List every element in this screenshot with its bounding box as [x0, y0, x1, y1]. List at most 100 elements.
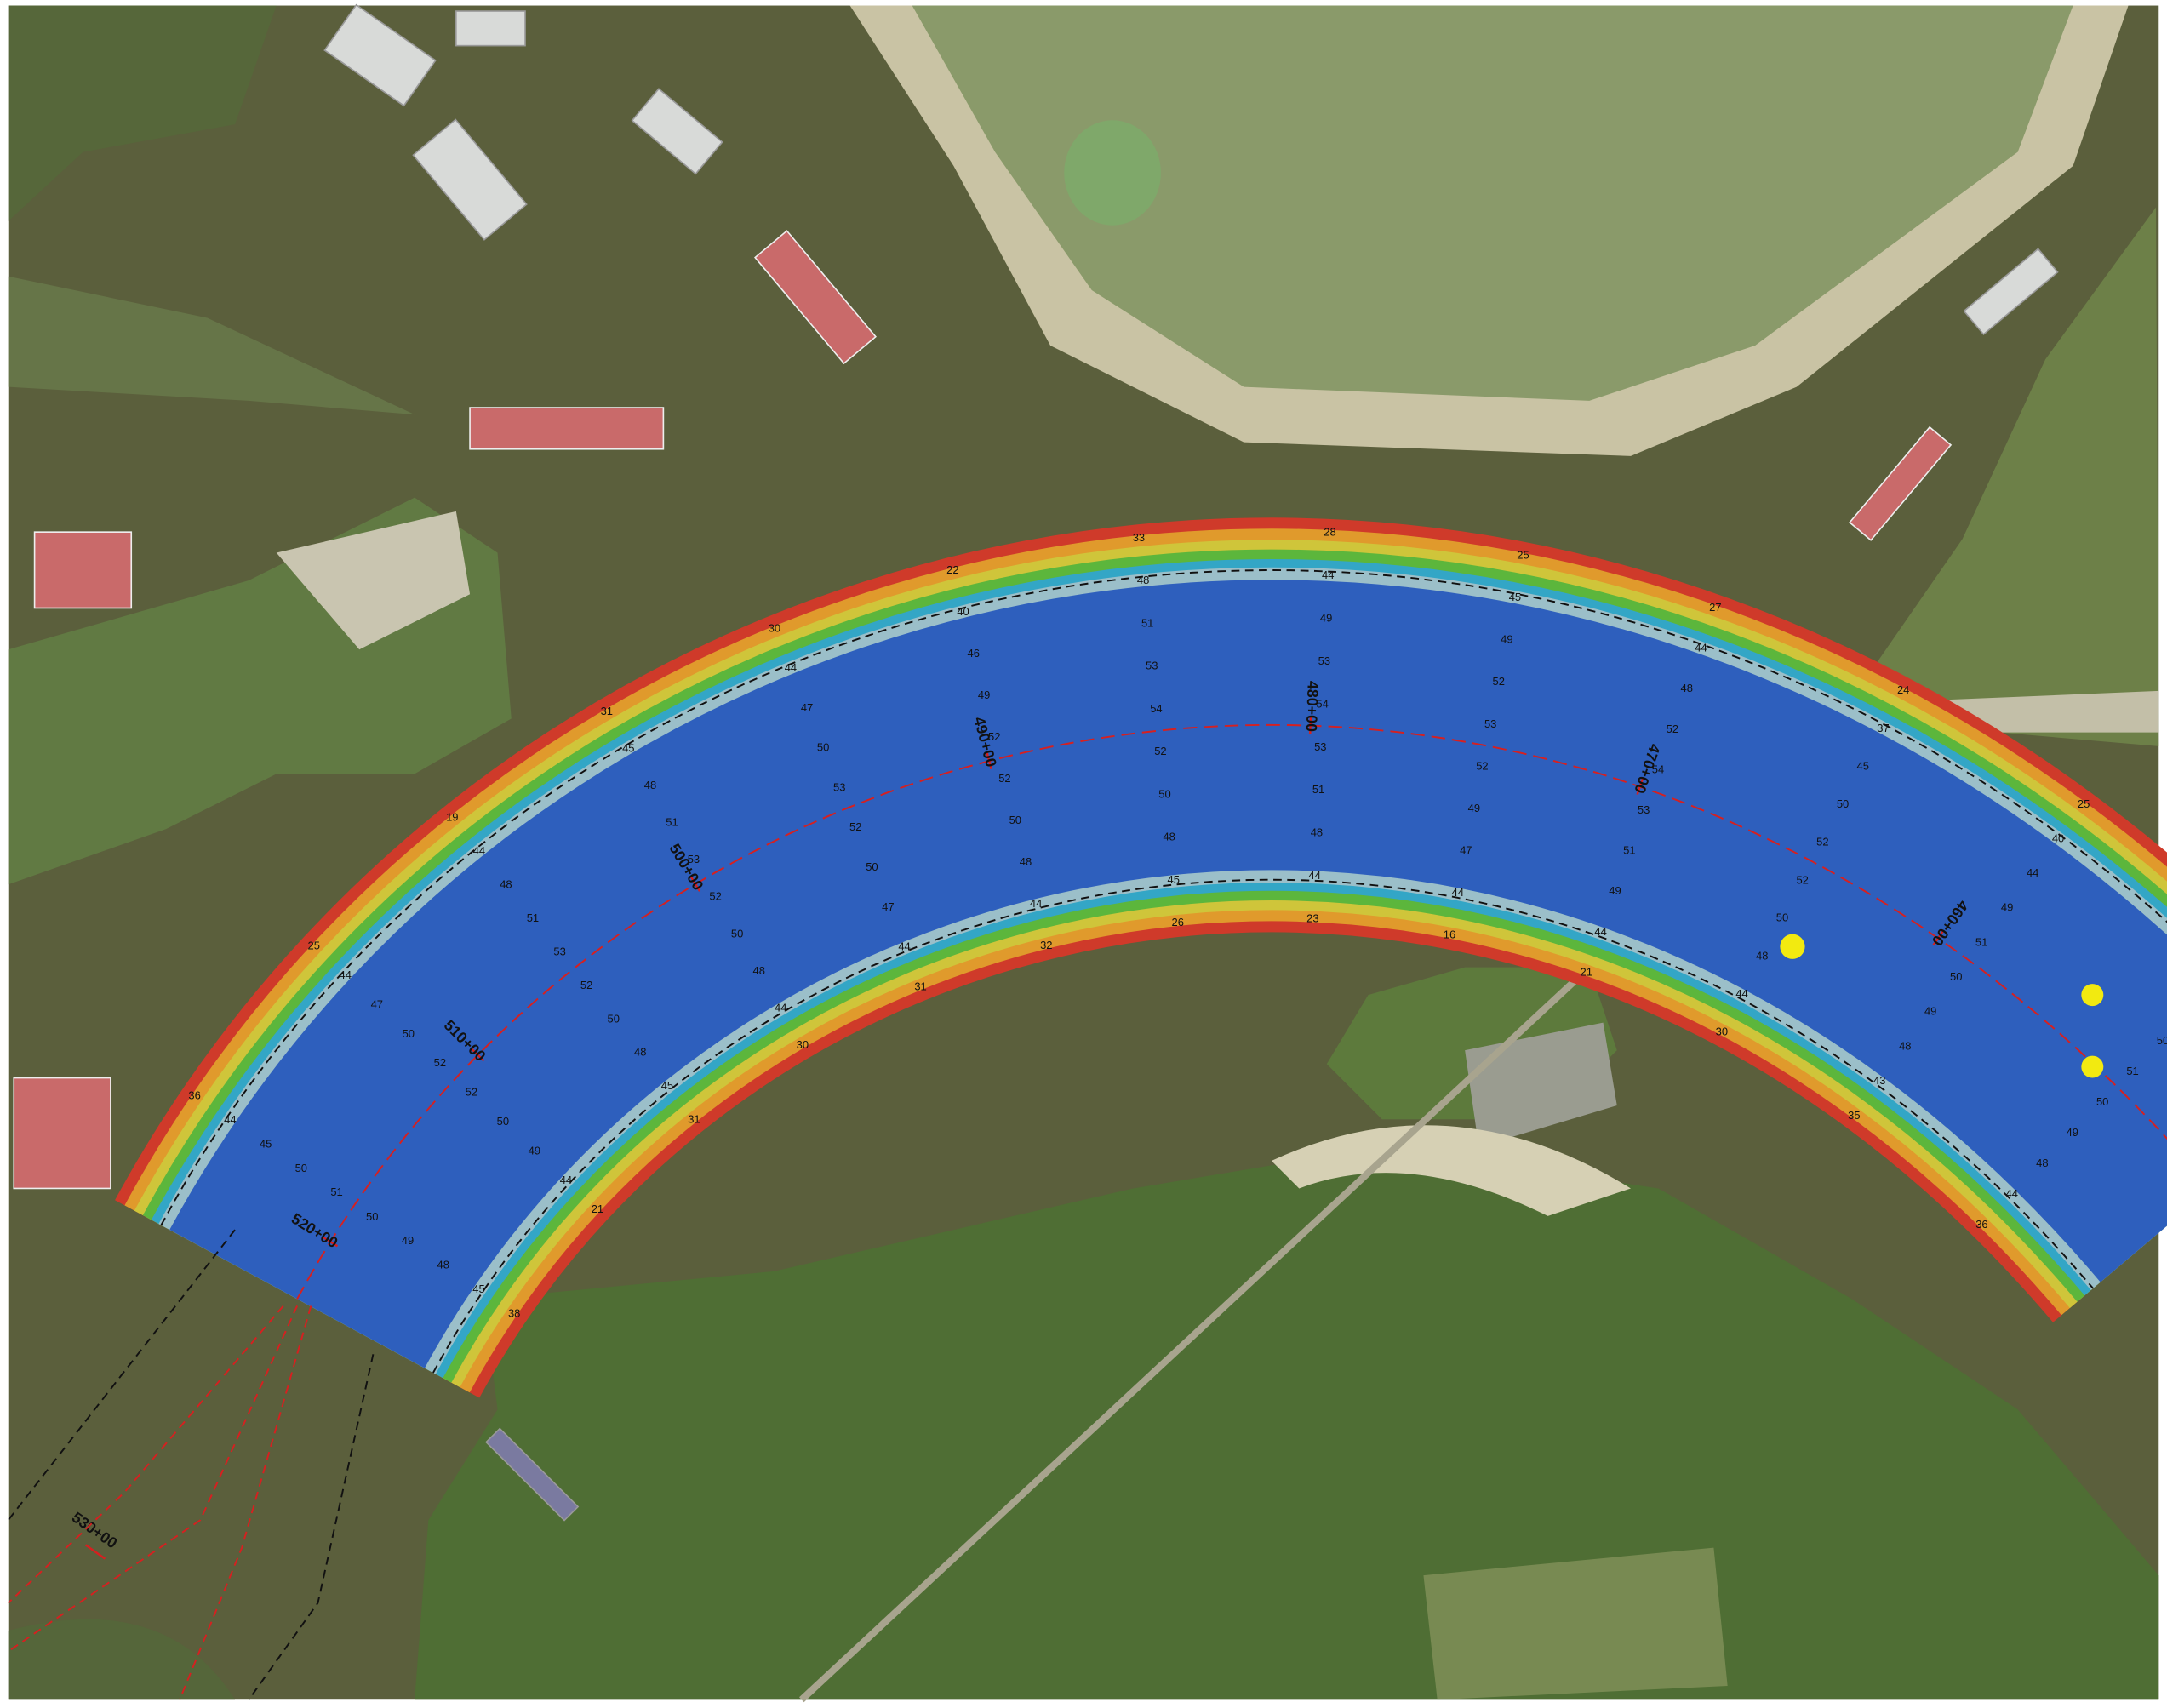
sounding: 50: [295, 1162, 307, 1174]
sounding: 50: [2157, 1034, 2167, 1047]
marker: [1780, 934, 1805, 959]
sounding: 16: [1444, 928, 1455, 941]
sounding: 49: [402, 1234, 414, 1247]
sounding: 36: [188, 1088, 200, 1101]
sounding: 26: [1172, 916, 1184, 928]
sounding: 27: [1709, 601, 1721, 614]
sounding: 40: [2052, 831, 2064, 844]
sounding: 49: [1320, 611, 1332, 624]
land: [8, 5, 277, 221]
sounding: 53: [553, 945, 565, 957]
sounding: 36: [1975, 1218, 1987, 1231]
sounding: 49: [1924, 1005, 1936, 1018]
sounding: 44: [1308, 869, 1320, 882]
sounding: 54: [1316, 697, 1328, 710]
sounding: 52: [849, 820, 861, 833]
station-tick: [1932, 930, 1944, 946]
beach: [1271, 1125, 1631, 1216]
sounding: 44: [1735, 987, 1747, 1000]
sounding: 44: [560, 1174, 572, 1186]
sounding: 50: [2096, 1095, 2108, 1108]
shoal: [8, 276, 415, 415]
parking: [1465, 1022, 1617, 1147]
sounding: 40: [957, 605, 969, 618]
sounding: 21: [1580, 966, 1592, 979]
sounding: 31: [914, 980, 926, 992]
sounding: 50: [1776, 911, 1788, 924]
barge: [33, 531, 133, 609]
vessel: [1963, 248, 2059, 336]
barge: [469, 407, 665, 450]
sounding: 47: [801, 701, 813, 714]
sounding: 50: [366, 1210, 378, 1223]
vessel: [323, 3, 437, 107]
sounding: 53: [1484, 717, 1496, 730]
sounding: 53: [1318, 654, 1330, 667]
sounding: 51: [330, 1185, 342, 1198]
station-tick: [690, 876, 701, 892]
sounding: 44: [340, 968, 352, 981]
barge: [754, 230, 877, 365]
sounding: 47: [371, 998, 383, 1011]
sounding: 25: [1517, 548, 1529, 561]
centerline: [296, 723, 2167, 1300]
sounding: 38: [508, 1307, 520, 1320]
sounding: 49: [1609, 884, 1621, 897]
sounding: 50: [1950, 970, 1962, 983]
sounding: 48: [500, 878, 512, 891]
sounding: 44: [1594, 925, 1606, 938]
sounding: 52: [1493, 675, 1505, 688]
sounding: 44: [224, 1113, 236, 1126]
centerline: [8, 1305, 284, 1604]
vegetation: [912, 5, 2073, 401]
causeway: [798, 964, 1592, 1703]
sounding: 28: [1324, 526, 1335, 539]
sounding: 44: [1695, 642, 1707, 654]
land: [8, 1619, 236, 1700]
sounding: 51: [527, 911, 539, 924]
sounding: 32: [1040, 939, 1052, 951]
sounding: 51: [2126, 1065, 2138, 1077]
sounding: 35: [1848, 1109, 1860, 1122]
sounding: 53: [1314, 740, 1326, 753]
barge: [13, 1077, 111, 1190]
marker: [2081, 984, 2104, 1007]
sounding: 52: [1816, 836, 1828, 848]
sounding: 51: [1975, 935, 1987, 948]
sounding: 52: [988, 730, 1000, 743]
sounding: 25: [308, 940, 320, 952]
barges: [13, 230, 1953, 1190]
station-tick: [323, 1236, 339, 1248]
facility: [276, 511, 471, 650]
channel-limit: [160, 569, 2167, 1226]
channel-limit: [432, 878, 2094, 1374]
sounding: 54: [1652, 763, 1664, 776]
sounding: 51: [666, 816, 678, 829]
channel-limit: [7, 1229, 236, 1521]
sounding: 49: [529, 1144, 540, 1157]
sounding: 48: [753, 964, 765, 977]
sounding: 50: [1009, 814, 1021, 826]
sounding: 54: [1150, 702, 1162, 715]
sounding: 52: [998, 772, 1010, 785]
station-tick: [471, 1048, 485, 1062]
sounding: 31: [601, 705, 613, 717]
sounding: 44: [898, 940, 910, 953]
sounding: 50: [403, 1027, 415, 1040]
sounding: 52: [1476, 759, 1488, 772]
vessels: [323, 3, 2059, 1522]
sounding: 50: [866, 860, 878, 873]
sounding: 48: [1020, 855, 1032, 868]
vessel: [631, 88, 723, 175]
sounding: 50: [497, 1115, 509, 1128]
station-label: 480+00: [1303, 681, 1322, 733]
sounding: 53: [1638, 803, 1650, 816]
sounding: 44: [1030, 897, 1042, 910]
sounding: 47: [1460, 844, 1472, 857]
sounding: 33: [1133, 531, 1145, 544]
sounding: 49: [1501, 633, 1512, 646]
sounding: 31: [688, 1113, 700, 1126]
channel: 36 44 45 50 51 50 49 48 45 38 25 44 47 50 52 52 50 49 44 21…: [69, 517, 2167, 1552]
sounding: 51: [1312, 783, 1324, 796]
